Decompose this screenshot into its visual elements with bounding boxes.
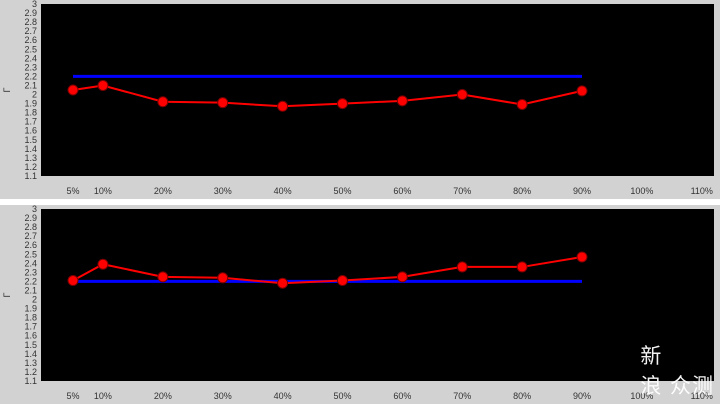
x-tick-label: 70% [453,391,471,401]
x-tick-label: 100% [630,186,653,196]
y-tick-label: 2.4 [24,53,37,63]
panel-divider [0,199,720,205]
x-tick-label: 60% [393,391,411,401]
y-tick-label: 1.5 [24,340,37,350]
y-tick-label: 2.1 [24,80,37,90]
data-point [396,271,408,283]
y-tick-label: 2.6 [24,240,37,250]
y-tick-label: 2.7 [24,231,37,241]
y-tick-label: 2.7 [24,26,37,36]
x-tick-label: 90% [573,391,591,401]
plot-area [41,209,714,381]
y-tick-label: 2.9 [24,8,37,18]
x-tick-label: 20% [154,186,172,196]
y-tick-label: 1.5 [24,135,37,145]
x-tick-label: 50% [333,391,351,401]
data-point [456,261,468,273]
series-line [72,255,583,285]
data-point [97,79,109,91]
y-tick-label: 2.4 [24,258,37,268]
y-tick-label: 2.8 [24,17,37,27]
y-tick-label: 3 [32,205,37,214]
y-tick-label: 2.5 [24,44,37,54]
y-tick-label: 1.3 [24,153,37,163]
y-tick-label: 2 [32,90,37,100]
x-tick-label: 40% [274,186,292,196]
y-tick-label: 2.5 [24,249,37,259]
y-tick-label: 2.6 [24,35,37,45]
data-point [516,261,528,273]
y-tick-label: 1.6 [24,126,37,136]
x-tick-label: 5% [66,391,79,401]
data-point [336,275,348,287]
x-tick-label: 5% [66,186,79,196]
x-tick-label: 20% [154,391,172,401]
x-tick-label: 110% [691,186,713,196]
x-tick-label: 70% [453,186,471,196]
y-tick-label: 1.8 [24,108,37,118]
data-point [456,89,468,101]
y-tick-label: 1.7 [24,117,37,127]
y-tick-label: 2.2 [24,71,37,81]
x-tick-label: 80% [513,186,531,196]
x-tick-label: 100% [630,391,653,401]
chart-svg-bottom: 1.11.21.31.41.51.61.71.81.922.12.22.32.4… [2,205,714,401]
y-tick-label: 1.4 [24,349,37,359]
y-tick-label: 1.8 [24,313,37,323]
data-point [516,98,528,110]
y-tick-label: 2.2 [24,276,37,286]
y-tick-label: 1.6 [24,331,37,341]
x-tick-label: 80% [513,391,531,401]
x-tick-label: 50% [333,186,351,196]
y-axis-label: Γ [2,87,12,92]
data-point [277,277,289,289]
x-tick-label: 30% [214,391,232,401]
data-point [277,100,289,112]
y-tick-label: 2 [32,295,37,305]
x-tick-label: 30% [214,186,232,196]
y-tick-label: 2.1 [24,285,37,295]
gamma-chart-top: 1.1 1.2 1.3 1.4 1.5 1.6 1.7 1.8 1.9 2 2.1 2.2 2.3 2.4… [0,0,720,199]
data-point [217,97,229,109]
x-tick-label: 60% [393,186,411,196]
chart-svg-top: 1.11.21.31.41.51.61.71.81.922.12.22.32.4… [2,0,714,196]
y-tick-label: 1.2 [24,367,37,377]
data-point [67,275,79,287]
y-tick-label: 2.3 [24,267,37,277]
y-tick-label: 1.2 [24,162,37,172]
data-point [157,271,169,283]
y-tick-label: 2.3 [24,62,37,72]
y-tick-label: 1.3 [24,358,37,368]
series-line [72,84,583,108]
y-tick-label: 2.9 [24,213,37,223]
y-tick-label: 1.7 [24,322,37,332]
gamma-chart-bottom: 1.1 1.2 1.3 1.4 1.5 1.6 1.7 1.8 1.9 2 2.1 2.2 2.3 2.4… [0,205,720,404]
plot-area [41,4,714,176]
y-tick-label: 1.4 [24,144,37,154]
watermark-logo: 新 浪 众测 [640,340,714,400]
x-tick-label: 10% [94,186,112,196]
y-tick-label: 1.1 [24,171,37,181]
y-tick-label: 1.1 [24,376,37,386]
data-point [396,95,408,107]
data-point [576,251,588,263]
x-tick-label: 10% [94,391,112,401]
data-point [157,96,169,108]
y-tick-label: 1.9 [24,99,37,109]
data-point [67,84,79,96]
x-tick-label: 110% [691,391,713,401]
y-tick-label: 3 [32,0,37,9]
watermark-text: 新 浪 众测 [640,344,714,398]
x-tick-label: 90% [573,186,591,196]
data-point [336,98,348,110]
x-tick-label: 40% [274,391,292,401]
data-point [97,258,109,270]
data-point [217,272,229,284]
y-tick-label: 2.8 [24,222,37,232]
y-tick-label: 1.9 [24,304,37,314]
y-axis-label: Γ [2,292,12,297]
data-point [576,85,588,97]
